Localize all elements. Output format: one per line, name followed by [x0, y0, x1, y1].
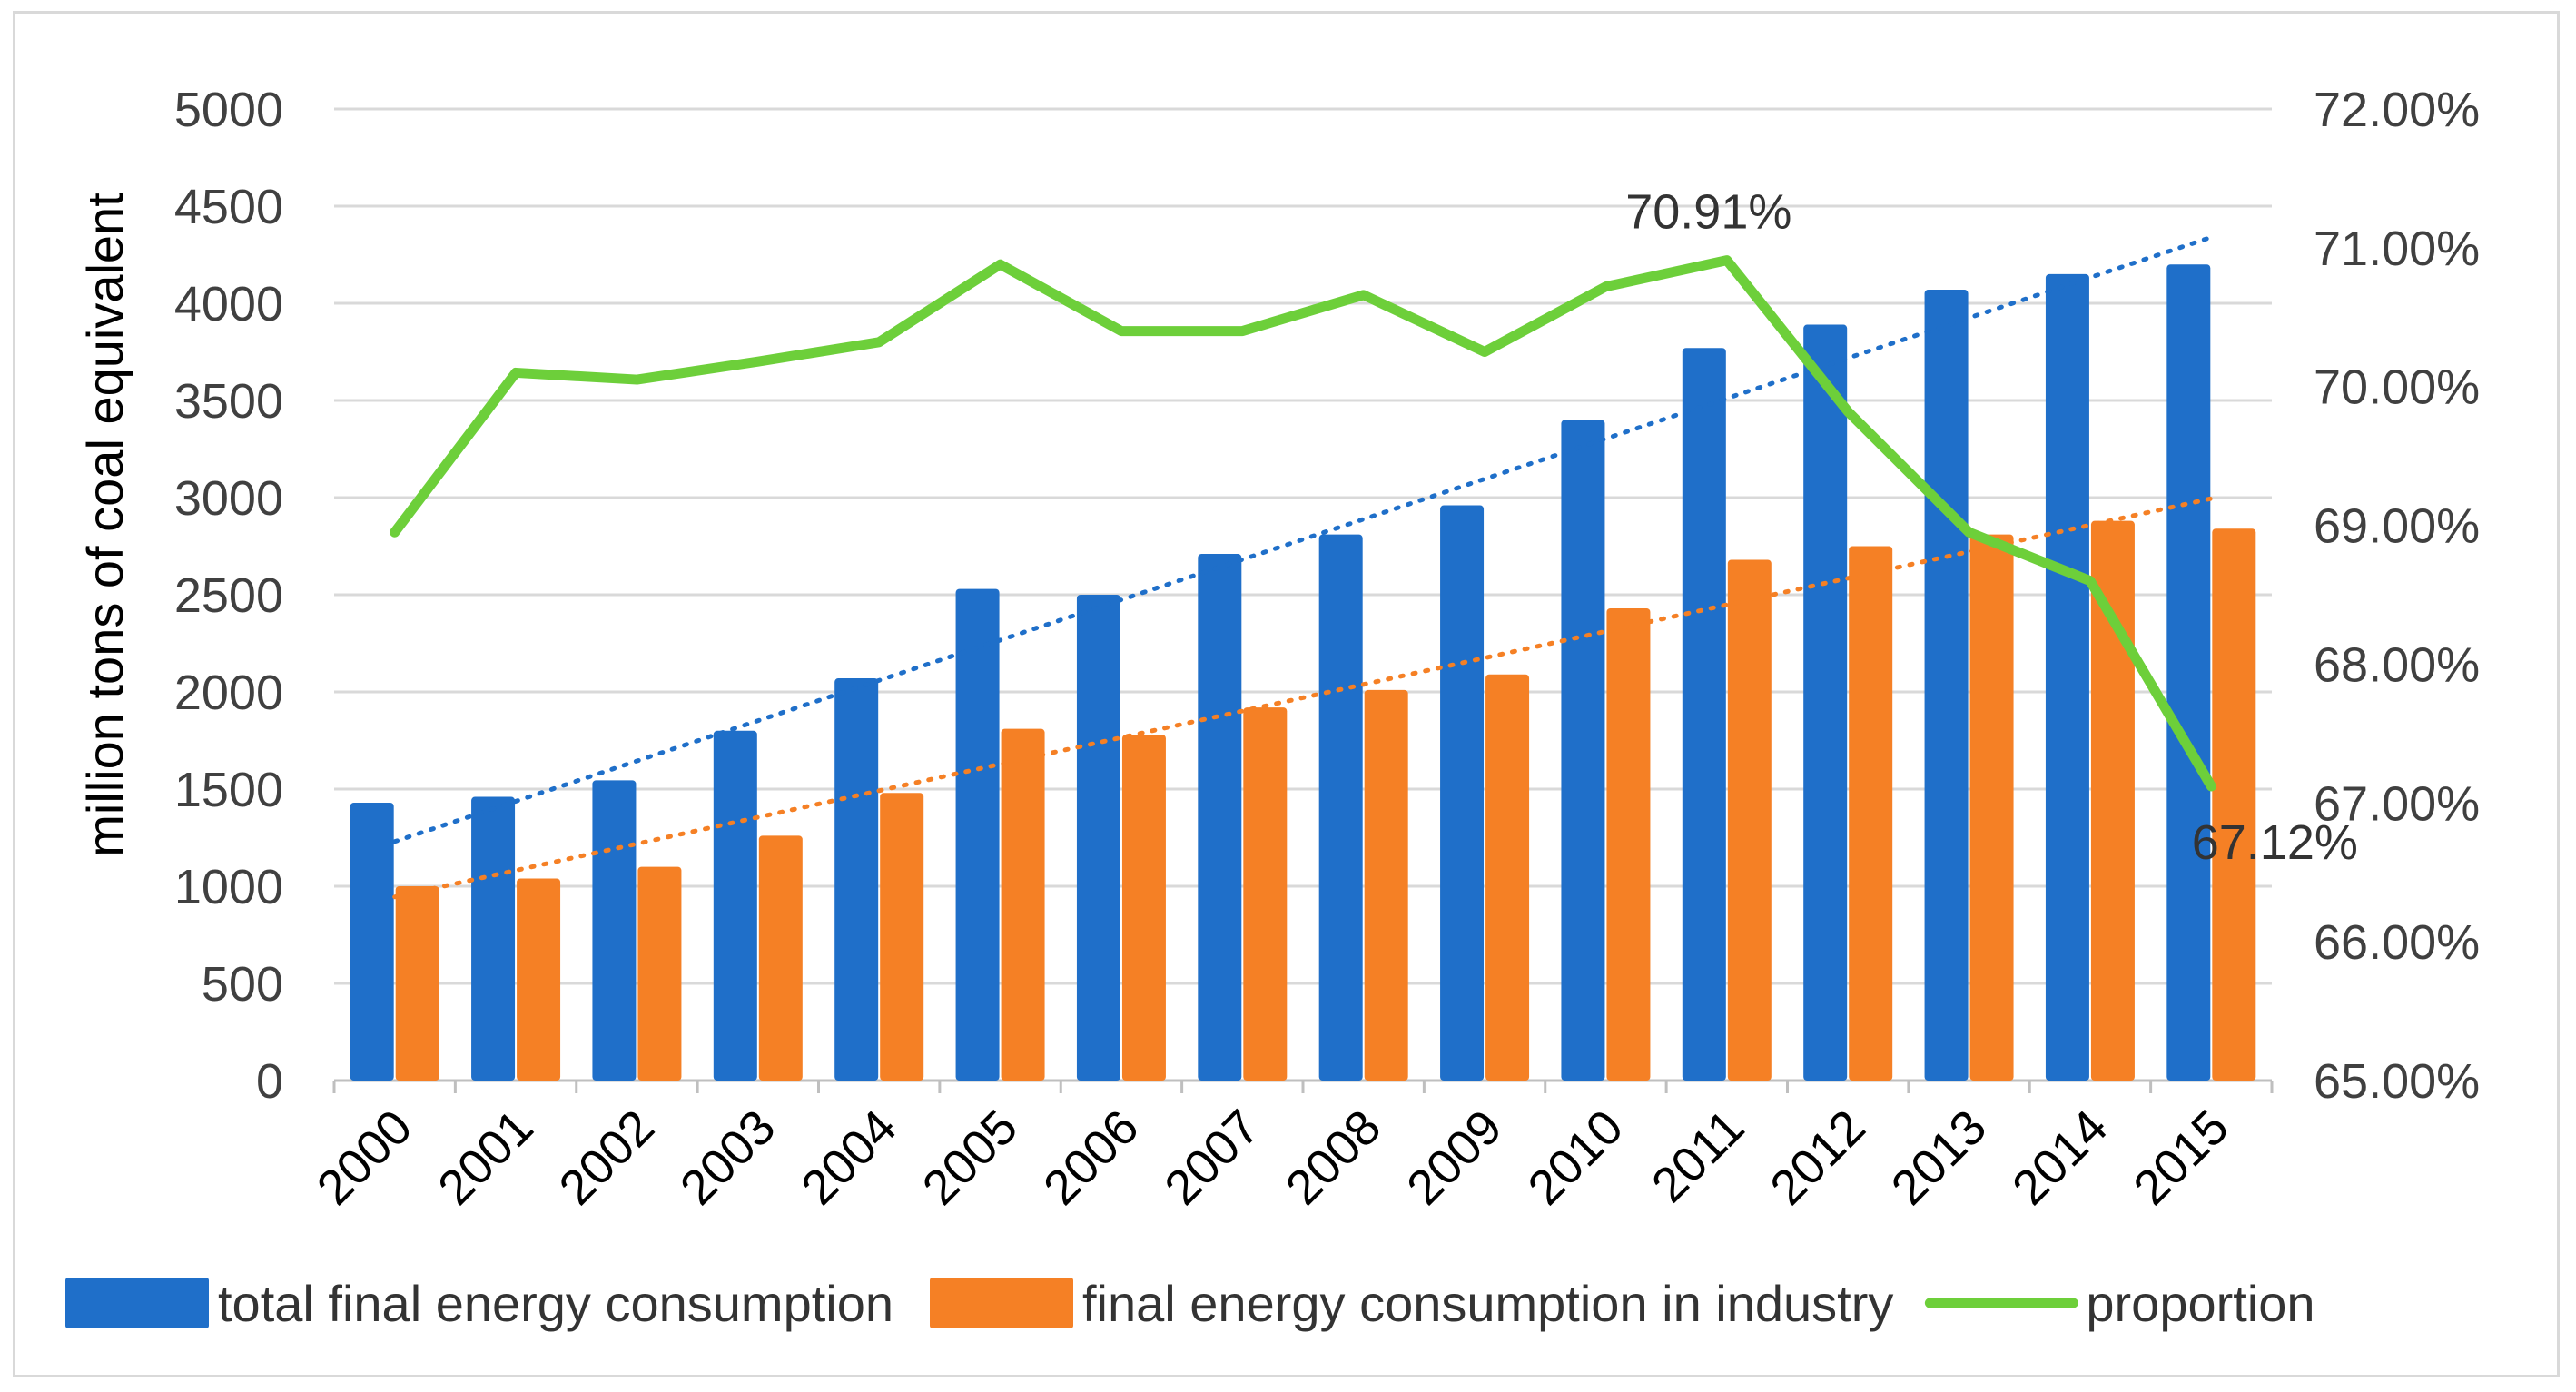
y-tick-label: 500 [202, 957, 283, 1012]
y2-tick-label: 66.00% [2314, 915, 2480, 970]
total-bar [1924, 290, 1969, 1081]
y-tick-label: 1500 [174, 763, 283, 817]
y2-tick-label: 70.00% [2314, 360, 2480, 415]
total-bar [1318, 534, 1363, 1081]
industry-bar [1243, 707, 1288, 1081]
total-bar [592, 780, 637, 1081]
x-tick-label: 2012 [1760, 1100, 1875, 1215]
trendlines [392, 234, 2214, 900]
industry-bar [758, 835, 803, 1081]
x-tick-labels: 2000 2001 2002 2003 2004 2005 2006 2007 2008 2009… [307, 1100, 2239, 1215]
y2-tick-label: 65.00% [2314, 1054, 2480, 1109]
y-tick-label: 0 [256, 1054, 283, 1109]
y-tick-label: 2500 [174, 568, 283, 623]
chart-frame [13, 11, 2560, 1377]
x-tick-label: 2015 [2123, 1100, 2238, 1215]
bars [350, 264, 2256, 1081]
total-trendline [392, 234, 2214, 844]
y-tick-labels: 0 500 1000 1500 2000 2500 3000 3500 4000 4500 5000 [174, 83, 283, 1109]
industry-bar [1727, 559, 1772, 1081]
industry-bar [880, 793, 924, 1081]
total-bar [2045, 273, 2089, 1081]
proportion-line [390, 255, 2216, 792]
data-label: 67.12% [2192, 815, 2358, 870]
total-bar [834, 678, 879, 1081]
y-tick-label: 3000 [174, 471, 283, 526]
total-bar [471, 796, 516, 1081]
legend-label: proportion [2086, 1275, 2314, 1332]
total-bar [713, 730, 757, 1081]
x-tick-label: 2009 [1397, 1100, 1512, 1215]
x-tick-label: 2003 [670, 1100, 785, 1215]
total-bar [1440, 505, 1485, 1081]
x-tick-label: 2013 [1881, 1100, 1997, 1215]
x-tick-label: 2014 [2002, 1100, 2117, 1215]
industry-bar [1001, 728, 1045, 1081]
y-axis-label: million tons of coal equivalent [76, 193, 133, 857]
x-tick-label: 2005 [913, 1100, 1028, 1215]
x-tick-label: 2004 [791, 1100, 906, 1215]
total-bar [955, 588, 1000, 1081]
total-bar [1682, 348, 1726, 1081]
y-tick-label: 5000 [174, 83, 283, 137]
total-bar [1198, 554, 1242, 1081]
industry-bar [2212, 528, 2256, 1081]
x-tick-label: 2008 [1276, 1100, 1391, 1215]
proportion-line-group [390, 255, 2216, 792]
total-bar [1561, 420, 1605, 1081]
legend: total final energy consumption final ener… [65, 1275, 2315, 1332]
y2-tick-labels: 65.00% 66.00% 67.00% 68.00% 69.00% 70.00% 71.0… [2314, 83, 2480, 1109]
data-label: 70.91% [1625, 185, 1791, 240]
industry-trendline [392, 496, 2214, 900]
x-tick-label: 2007 [1154, 1100, 1269, 1215]
y2-tick-label: 71.00% [2314, 222, 2480, 276]
y-tick-label: 4500 [174, 180, 283, 234]
industry-bar [517, 878, 561, 1081]
y2-tick-label: 67.00% [2314, 776, 2480, 831]
x-tick-label: 2000 [307, 1100, 422, 1215]
legend-swatch [930, 1278, 1073, 1328]
legend-label: total final energy consumption [218, 1275, 893, 1332]
y-tick-label: 4000 [174, 277, 283, 331]
total-bar [1803, 324, 1848, 1081]
industry-bar [2090, 520, 2135, 1081]
x-tick-label: 2001 [428, 1100, 543, 1215]
total-bar [350, 802, 394, 1081]
x-tick-label: 2011 [1642, 1100, 1755, 1213]
y-tick-label: 2000 [174, 666, 283, 720]
y2-tick-label: 68.00% [2314, 637, 2480, 692]
y-tick-label: 1000 [174, 860, 283, 914]
legend-label: final energy consumption in industry [1082, 1275, 1893, 1332]
legend-swatch [65, 1278, 209, 1328]
x-tick-label: 2002 [549, 1100, 665, 1215]
industry-bar [637, 866, 682, 1081]
annotations: 70.91% 67.12% [1625, 185, 2358, 870]
y2-tick-label: 69.00% [2314, 499, 2480, 554]
industry-bar [395, 886, 439, 1081]
total-bar [2166, 264, 2211, 1081]
y2-tick-label: 72.00% [2314, 83, 2480, 137]
industry-bar [1364, 689, 1408, 1081]
industry-bar [1606, 607, 1651, 1081]
total-bar [1076, 595, 1120, 1081]
y-tick-label: 3500 [174, 374, 283, 429]
industry-bar [1121, 735, 1166, 1081]
x-tick-label: 2006 [1033, 1100, 1149, 1215]
x-tick-label: 2010 [1518, 1100, 1633, 1215]
industry-bar [1849, 546, 1893, 1081]
industry-bar [1485, 674, 1530, 1081]
industry-bar [1969, 534, 2014, 1081]
